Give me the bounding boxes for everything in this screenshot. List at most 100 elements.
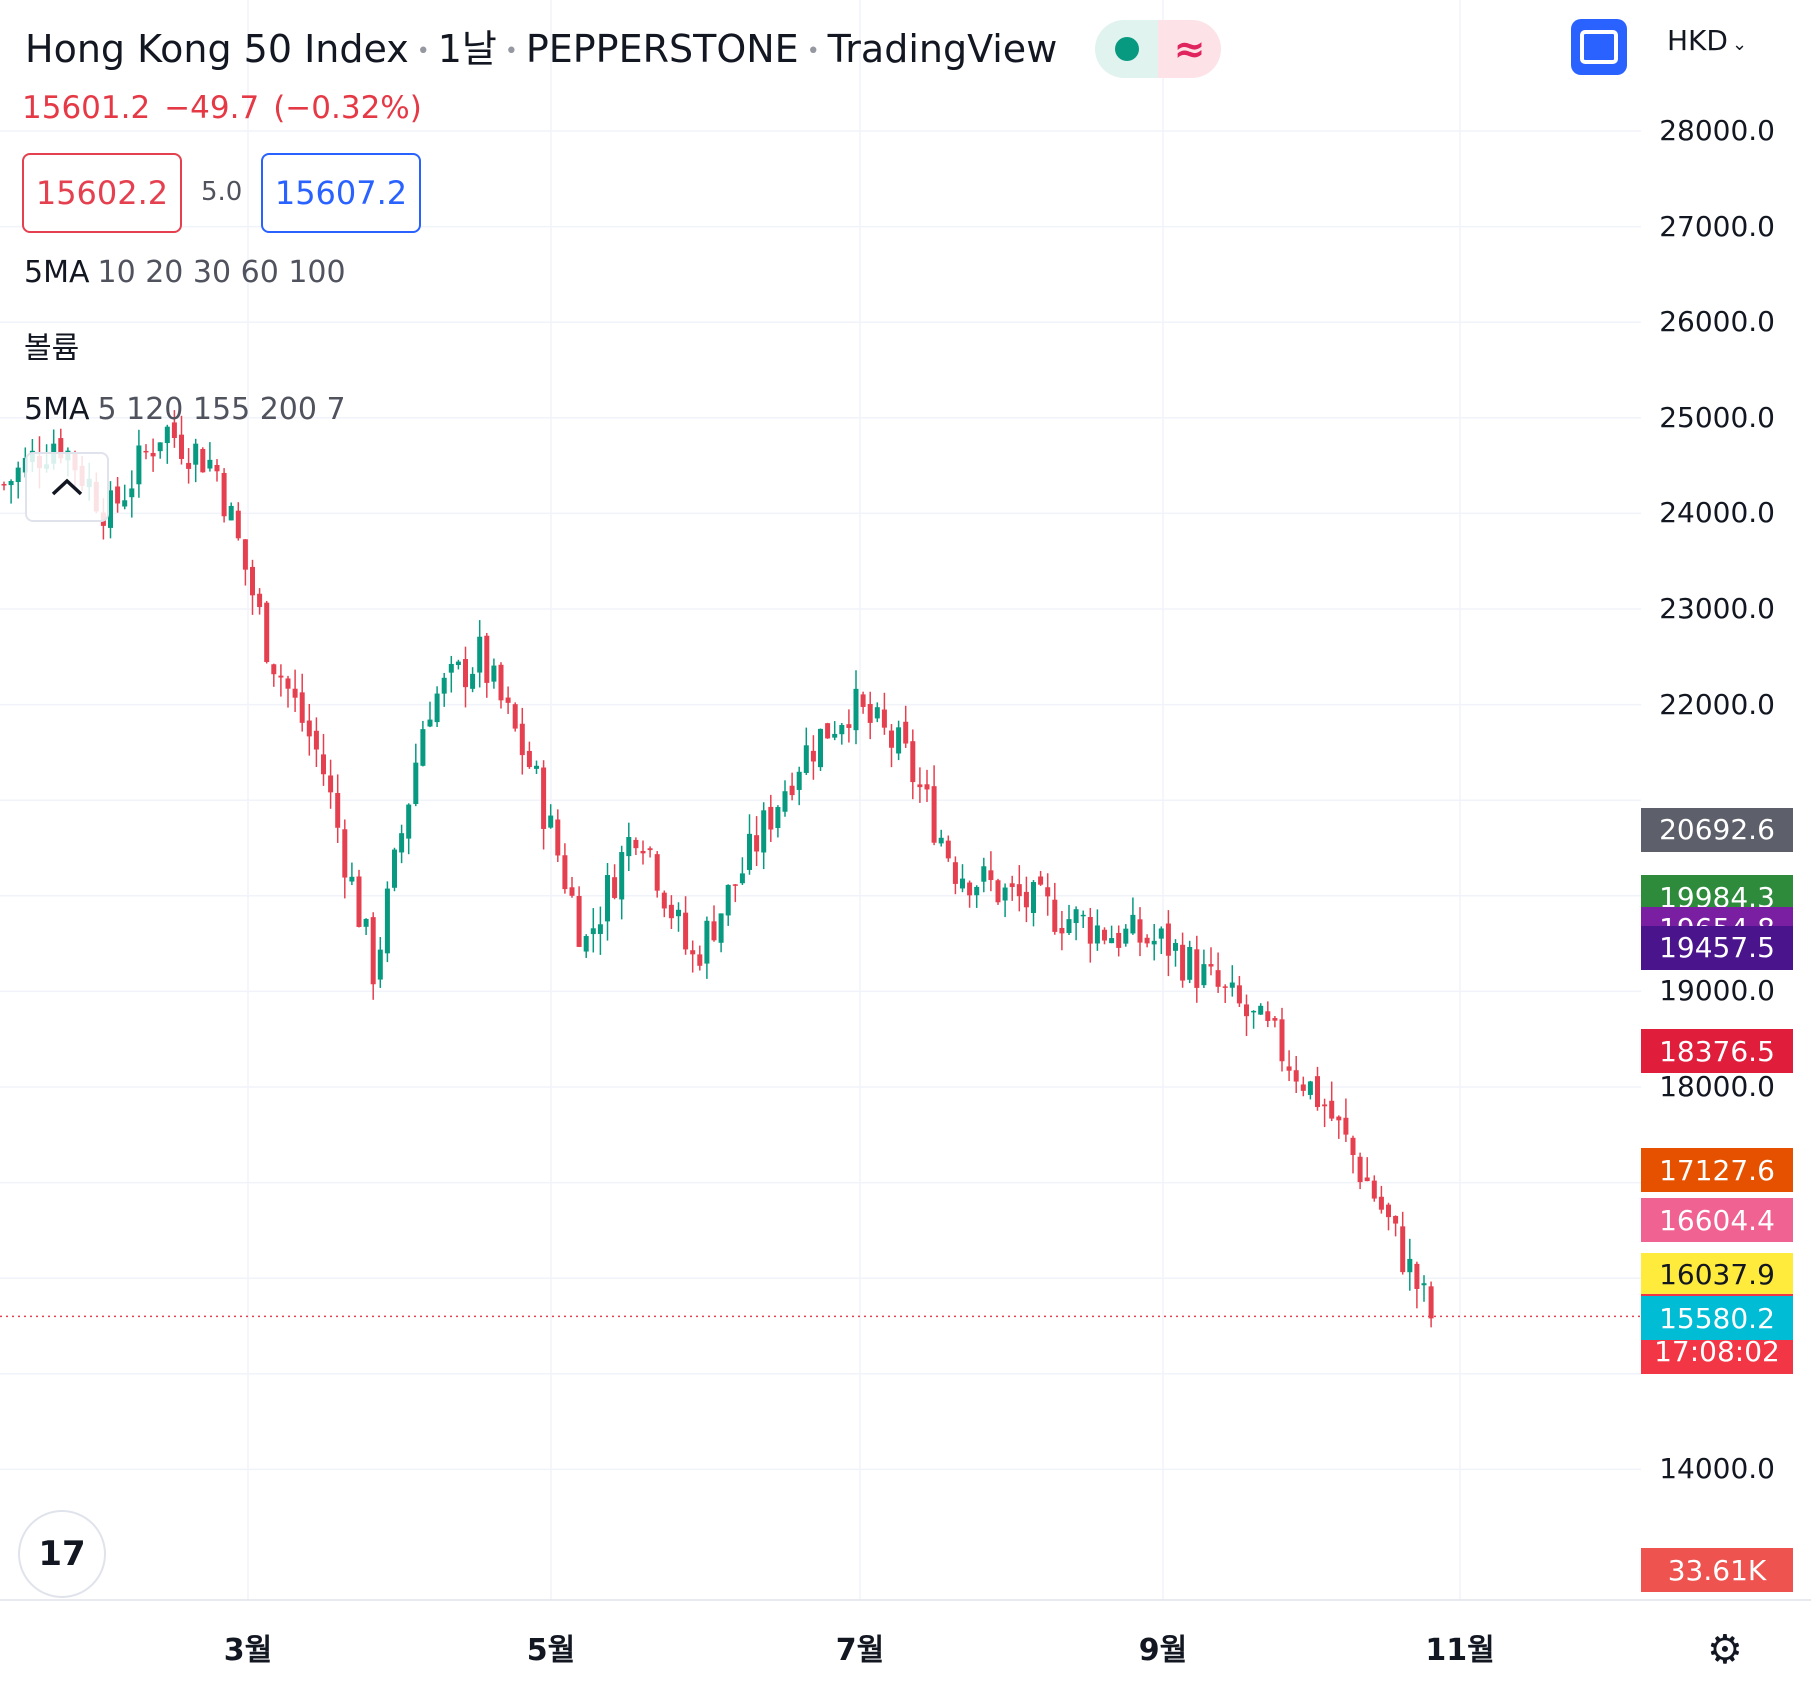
interval-label[interactable]: 1날 bbox=[437, 27, 497, 71]
candle-body bbox=[491, 665, 497, 682]
candle-body bbox=[1350, 1137, 1356, 1156]
candle-body bbox=[967, 882, 973, 896]
candle-body bbox=[1343, 1117, 1349, 1135]
candle-body bbox=[775, 807, 781, 829]
candle-body bbox=[1279, 1019, 1285, 1062]
candle-body bbox=[1322, 1104, 1328, 1107]
candle-body bbox=[995, 880, 1001, 903]
candle-body bbox=[122, 500, 128, 507]
candle-body bbox=[441, 677, 447, 694]
volume-indicator-legend[interactable]: 볼륨 bbox=[24, 323, 79, 367]
candle-body bbox=[534, 765, 539, 769]
collapse-chevron-icon bbox=[51, 478, 83, 496]
price-tick-label: 19000.0 bbox=[1659, 974, 1775, 1008]
chart-grid bbox=[0, 0, 1811, 1601]
candle-body bbox=[1336, 1116, 1342, 1121]
candle-body bbox=[356, 876, 362, 927]
last-price-row: 15601.2 −49.7 (−0.32%) bbox=[22, 90, 436, 126]
candle-body bbox=[505, 697, 511, 703]
candle-body bbox=[1315, 1076, 1320, 1108]
collapse-legend-button[interactable] bbox=[25, 452, 109, 522]
candle-body bbox=[1229, 982, 1235, 988]
buy-button[interactable]: 15607.2 bbox=[261, 153, 421, 233]
candle-body bbox=[938, 837, 944, 844]
candle-body bbox=[661, 892, 667, 909]
delayed-data-icon[interactable]: ≈ bbox=[1158, 20, 1221, 78]
candle-body bbox=[1031, 882, 1036, 913]
chevron-down-icon: ⌄ bbox=[1731, 34, 1748, 55]
candle-body bbox=[150, 452, 156, 457]
candle-body bbox=[392, 849, 397, 888]
candle-body bbox=[562, 855, 568, 890]
candle-body bbox=[377, 949, 383, 980]
price-tick-label: 26000.0 bbox=[1659, 305, 1775, 339]
candle-body bbox=[754, 835, 760, 852]
candle-body bbox=[221, 472, 227, 517]
candle-body bbox=[1123, 928, 1129, 944]
candle-body bbox=[541, 767, 547, 829]
candle-body bbox=[818, 728, 823, 768]
candle-body bbox=[1251, 1010, 1257, 1013]
price-tick-label: 25000.0 bbox=[1659, 400, 1775, 434]
candle-body bbox=[278, 675, 284, 678]
candle-body bbox=[235, 510, 241, 539]
price-badge: 16604.4 bbox=[1641, 1198, 1793, 1243]
candle-body bbox=[193, 443, 199, 465]
candle-body bbox=[1201, 964, 1207, 986]
price-badge: 17127.6 bbox=[1641, 1148, 1793, 1193]
price-tick-label: 24000.0 bbox=[1659, 496, 1775, 530]
sell-button[interactable]: 15602.2 bbox=[22, 153, 182, 233]
candle-body bbox=[228, 505, 234, 521]
candle-body bbox=[1400, 1226, 1406, 1273]
candle-body bbox=[732, 884, 738, 886]
candle-body bbox=[1364, 1177, 1370, 1182]
candle-body bbox=[484, 635, 490, 683]
candle-body bbox=[626, 837, 632, 857]
candle-body bbox=[711, 921, 717, 941]
candle-body bbox=[825, 723, 831, 739]
candle-body bbox=[931, 786, 937, 843]
tradingview-logo-icon[interactable]: 17 bbox=[18, 1510, 106, 1598]
currency-label: HKD bbox=[1667, 24, 1728, 57]
market-status-icon[interactable] bbox=[1095, 20, 1158, 78]
volume-ma-name: 5MA bbox=[24, 392, 90, 427]
currency-select[interactable]: HKD ⌄ bbox=[1667, 24, 1747, 57]
candle-body bbox=[910, 741, 916, 783]
candle-body bbox=[981, 866, 987, 882]
candle-body bbox=[299, 692, 305, 723]
price-badge-value: 15580.2 bbox=[1659, 1301, 1775, 1335]
candle-body bbox=[406, 804, 412, 839]
candle-body bbox=[1293, 1070, 1299, 1082]
candle-body bbox=[903, 721, 909, 744]
candle-body bbox=[1300, 1084, 1306, 1091]
candle-body bbox=[349, 876, 355, 882]
ma-indicator-params: 10 20 30 60 100 bbox=[97, 255, 346, 290]
candle-body bbox=[896, 727, 902, 754]
symbol-name[interactable]: Hong Kong 50 Index bbox=[25, 27, 409, 71]
candle-body bbox=[683, 912, 689, 950]
status-pill[interactable]: ≈ bbox=[1095, 20, 1221, 78]
candle-body bbox=[1045, 887, 1051, 897]
candle-body bbox=[399, 833, 405, 853]
price-tick-label: 23000.0 bbox=[1659, 592, 1775, 625]
candle-body bbox=[157, 442, 163, 452]
candle-body bbox=[1286, 1066, 1292, 1071]
price-badge-value: 16604.4 bbox=[1659, 1203, 1775, 1237]
candle-body bbox=[434, 693, 440, 723]
source-label: TradingView bbox=[827, 27, 1058, 71]
candle-body bbox=[1052, 899, 1058, 932]
volume-ma-legend[interactable]: 5MA 5 120 155 200 7 bbox=[24, 392, 346, 427]
candle-body bbox=[1158, 928, 1164, 939]
ma-indicator-name: 5MA bbox=[24, 255, 90, 290]
candle-body bbox=[179, 434, 184, 459]
candle-body bbox=[1329, 1100, 1335, 1119]
fullscreen-icon[interactable] bbox=[1571, 19, 1627, 75]
candle-body bbox=[519, 723, 525, 756]
settings-gear-icon[interactable]: ⚙ bbox=[1707, 1627, 1743, 1673]
candle-body bbox=[470, 673, 476, 689]
volume-ma-params: 5 120 155 200 7 bbox=[97, 392, 346, 427]
ma-indicator-legend[interactable]: 5MA 10 20 30 60 100 bbox=[24, 255, 346, 290]
candle-body bbox=[718, 913, 724, 943]
candle-body bbox=[1215, 970, 1221, 987]
